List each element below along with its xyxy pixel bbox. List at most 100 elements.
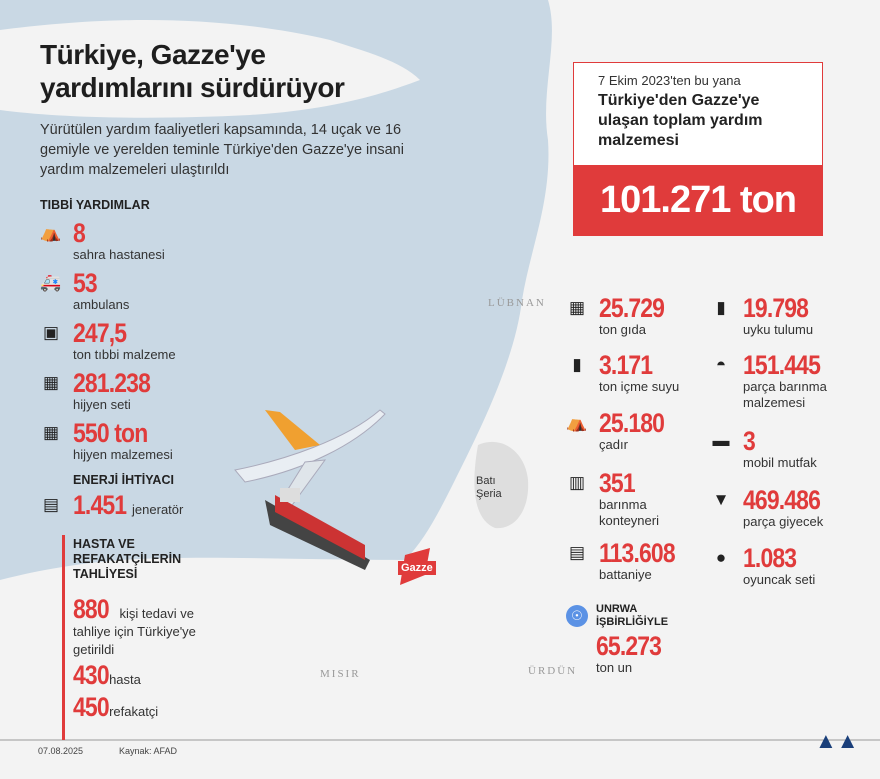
- medical.items-label: sahra hastanesi: [73, 247, 165, 262]
- shelter-icon: ◓: [715, 355, 727, 374]
- medical.items-value: 281.238: [73, 368, 151, 398]
- footer-date: 07.08.2025: [38, 746, 84, 756]
- medical.items-item: ▦ 281.238 hijyen seti: [40, 370, 203, 413]
- aid_left-value: 25.729: [599, 293, 665, 323]
- medical.items-label: ton tıbbi malzeme: [73, 347, 176, 362]
- medical.items-item: ▦ 550 ton hijyen malzemesi: [40, 420, 203, 463]
- aid_left-label: çadır: [599, 437, 628, 452]
- medical.items-value: 550 ton: [73, 418, 148, 448]
- blanket-icon: ▤: [568, 543, 586, 562]
- map-label-egypt: MISIR: [320, 668, 361, 680]
- hygiene-supplies-icon: ▦: [42, 423, 60, 442]
- summary-box: 7 Ekim 2023'ten bu yana Türkiye'den Gazz…: [573, 62, 823, 236]
- medical.items-item: 🚑 53 ambulans: [40, 270, 203, 313]
- medical.items-value: 8: [73, 218, 86, 248]
- un-logo-icon: ☉: [566, 605, 588, 627]
- aid_left-label: barınma konteyneri: [599, 497, 659, 528]
- energy-label: jeneratör: [132, 502, 184, 517]
- hygiene-kit-icon: ▦: [42, 373, 60, 392]
- cyprus-island: [0, 20, 420, 118]
- aid_right-label: uyku tulumu: [743, 322, 814, 337]
- aid_left-label: ton gıda: [599, 322, 646, 337]
- aid_right-label: oyuncak seti: [743, 572, 816, 587]
- aid_left-item: ▦ 25.729 ton gıda: [566, 295, 709, 338]
- evac-patients-value: 430: [73, 660, 110, 690]
- evac-total-label: kişi tedavi ve tahliye için Türkiye'ye g…: [73, 606, 196, 657]
- aid_right-item: ▮ 19.798 uyku tulumu: [710, 295, 853, 338]
- unrwa-heading: UNRWA İŞBİRLİĞİYLE: [596, 603, 669, 628]
- energy-item: ▤ 1.451 jeneratör: [40, 492, 183, 519]
- evac-total: 880 kişi tedavi ve tahliye için Türkiye'…: [73, 596, 223, 659]
- water-bottle-icon: ▮: [572, 355, 582, 374]
- medical.items-value: 53: [73, 268, 98, 298]
- aid_right-value: 1.083: [743, 543, 797, 573]
- aid_left-value: 351: [599, 468, 636, 498]
- medical.items-label: hijyen seti: [73, 397, 131, 412]
- container-icon: ▥: [568, 473, 586, 492]
- tent-icon: ⛺: [40, 223, 62, 242]
- medical.items-label: hijyen malzemesi: [73, 447, 173, 462]
- aid_left-label: ton içme suyu: [599, 379, 680, 394]
- page-title: Türkiye, Gazze'ye yardımlarını sürdürüyo…: [40, 39, 345, 103]
- aid_left-item: ⛺ 25.180 çadır: [566, 410, 709, 453]
- tent-icon: ⛺: [566, 413, 588, 432]
- medical.items-item: ⛺ 8 sahra hastanesi: [40, 220, 203, 263]
- aid_right-label: mobil mutfak: [743, 455, 817, 470]
- footer-source: Kaynak: AFAD: [119, 746, 178, 756]
- evac-companions-label: refakatçi: [109, 704, 159, 719]
- map-label-lebanon: LÜBNAN: [488, 297, 546, 309]
- airplane-icon: [234, 409, 386, 511]
- summary-since: 7 Ekim 2023'ten bu yana: [598, 73, 741, 88]
- teddy-bear-icon: ●: [715, 548, 727, 567]
- evac-companions-value: 450: [73, 692, 110, 722]
- medical.items-label: ambulans: [73, 297, 130, 312]
- aid_right-value: 3: [743, 426, 756, 456]
- cargo-ship-icon: [265, 488, 370, 570]
- energy-value: 1.451: [73, 490, 127, 520]
- evac-patients: 430hasta: [73, 662, 141, 689]
- summary-desc: Türkiye'den Gazze'ye ulaşan toplam yardı…: [598, 92, 763, 149]
- aid_right-item: ◓ 151.445 parça barınma malzemesi: [710, 352, 853, 411]
- sleeping-bag-icon: ▮: [716, 298, 726, 317]
- aid_left-item: ▤ 113.608 battaniye: [566, 540, 709, 583]
- aid_left-item: ▮ 3.171 ton içme suyu: [566, 352, 709, 395]
- medical.items-value: 247,5: [73, 318, 127, 348]
- map-label-gaza: Gazze: [398, 561, 436, 575]
- evac-heading: HASTA VE REFAKATÇİLERİN TAHLİYESİ: [73, 537, 182, 581]
- evac-divider: [62, 535, 65, 740]
- aa-logo: ▲▲: [815, 728, 859, 753]
- unrwa-label: ton un: [596, 660, 633, 675]
- ambulance-icon: 🚑: [40, 273, 62, 292]
- aid_right-item: ▬ 3 mobil mutfak: [710, 428, 853, 471]
- aid_right-label: parça giyecek: [743, 514, 824, 529]
- aid_right-label: parça barınma malzemesi: [743, 379, 827, 410]
- aid_left-item: ▥ 351 barınma konteyneri: [566, 470, 709, 529]
- aid_left-label: battaniye: [599, 567, 652, 582]
- aid_right-item: ● 1.083 oyuncak seti: [710, 545, 853, 588]
- mobile-kitchen-icon: ▬: [712, 431, 730, 450]
- aid_left-value: 25.180: [599, 408, 665, 438]
- aid_right-value: 151.445: [743, 350, 821, 380]
- plane-and-ship-illustration: [234, 409, 386, 570]
- food-icon: ▦: [568, 298, 586, 317]
- medical-box-icon: ▣: [42, 323, 60, 342]
- aid_right-item: ▼ 469.486 parça giyecek: [710, 487, 853, 530]
- map-label-jordan: ÜRDÜN: [528, 665, 578, 677]
- clothing-icon: ▼: [712, 490, 730, 509]
- medical-heading: TIBBİ YARDIMLAR: [40, 198, 150, 212]
- west-bank-area: [474, 441, 529, 529]
- aid_right-value: 19.798: [743, 293, 809, 323]
- aid_right-value: 469.486: [743, 485, 821, 515]
- generator-icon: ▤: [42, 495, 60, 514]
- medical.items-item: ▣ 247,5 ton tıbbi malzeme: [40, 320, 203, 363]
- evac-total-value: 880: [73, 594, 110, 624]
- aid_left-value: 3.171: [599, 350, 653, 380]
- page-subtitle: Yürütülen yardım faaliyetleri kapsamında…: [40, 122, 404, 178]
- energy-heading: ENERJİ İHTİYACI: [73, 473, 174, 487]
- evac-companions: 450refakatçi: [73, 694, 158, 721]
- summary-total: 101.271 ton: [574, 165, 822, 235]
- map-label-westbank: Batı Şeria: [476, 475, 502, 500]
- aid_left-value: 113.608: [599, 538, 676, 568]
- unrwa-value: 65.273: [596, 631, 662, 661]
- evac-patients-label: hasta: [109, 672, 141, 687]
